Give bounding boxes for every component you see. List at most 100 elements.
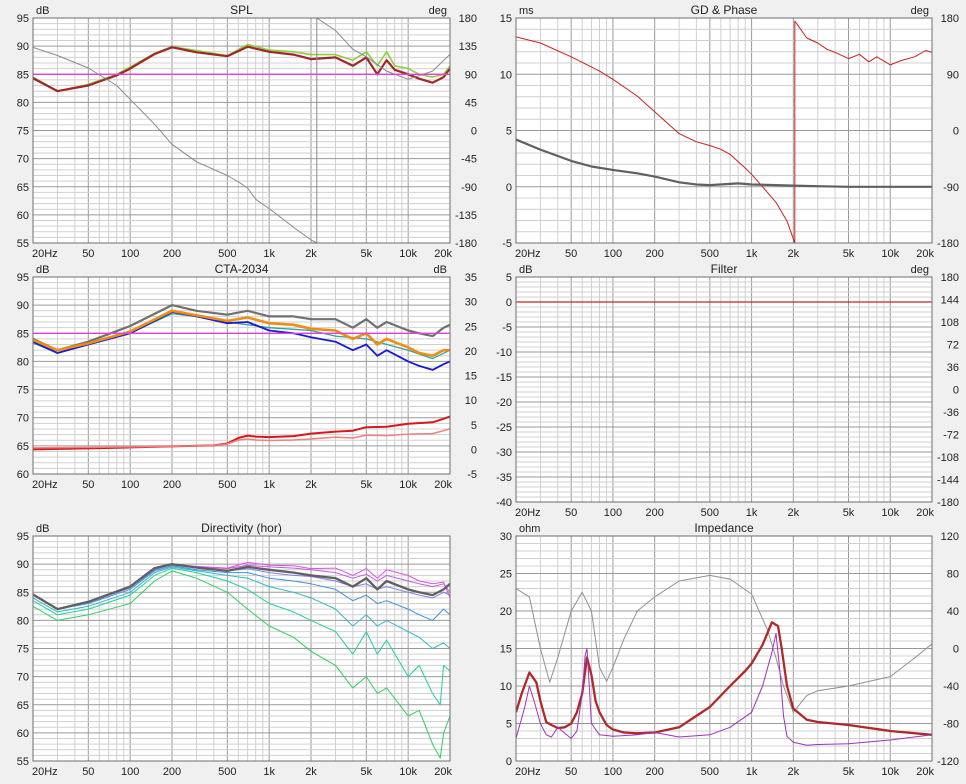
series-imp-phase-gray — [516, 574, 932, 713]
x-tick-label: 2k — [305, 766, 317, 778]
x-tick-label: 2k — [788, 248, 800, 260]
right-tick-label: 0 — [953, 644, 959, 656]
series-dir-30deg — [33, 564, 450, 610]
left-unit-label: dB — [36, 523, 49, 535]
right-tick-label: -45 — [461, 154, 477, 166]
left-tick-label: -5 — [502, 322, 512, 334]
x-tick-label: 20Hz — [515, 507, 541, 519]
right-tick-label: 108 — [941, 317, 959, 329]
right-tick-label: 35 — [465, 272, 477, 284]
y-grid — [33, 276, 450, 475]
plot-area — [33, 277, 450, 474]
right-unit-label: dB — [434, 264, 447, 276]
plot-frame — [515, 276, 933, 503]
x-tick-label: 200 — [645, 507, 663, 519]
right-tick-label: 180 — [941, 272, 959, 284]
left-tick-label: 25 — [500, 569, 512, 581]
series-group — [516, 20, 932, 243]
right-tick-label: 15 — [465, 371, 477, 383]
x-tick-label: 5k — [843, 507, 855, 519]
x-tick-label: 500 — [701, 248, 719, 260]
right-tick-label: 40 — [947, 606, 959, 618]
right-tick-label: 30 — [465, 297, 477, 309]
x-tick-label: 500 — [218, 766, 236, 778]
x-tick-label: 5k — [843, 248, 855, 260]
chart-title: SPL — [230, 3, 253, 17]
chart-dir: Directivity (hor) dB 95 90 85 80 75 70 65 60 5520H… — [17, 521, 453, 778]
right-tick-label: -180 — [937, 497, 959, 509]
plot-area — [516, 277, 932, 502]
left-tick-label: 0 — [506, 182, 512, 194]
left-tick-label: 0 — [506, 297, 512, 309]
left-unit-label: dB — [36, 264, 49, 276]
left-tick-label: 95 — [17, 272, 29, 284]
chart-title: Directivity (hor) — [201, 521, 282, 535]
x-grid — [32, 277, 451, 474]
right-tick-label: -40 — [943, 681, 959, 693]
x-tick-label: 100 — [121, 479, 139, 491]
x-tick-label: 100 — [121, 248, 139, 260]
left-tick-label: -25 — [496, 422, 512, 434]
left-tick-label: -15 — [496, 372, 512, 384]
right-tick-label: -108 — [937, 452, 959, 464]
series-imp-purple — [516, 633, 932, 746]
x-tick-label: 50 — [82, 766, 94, 778]
left-tick-label: 70 — [17, 672, 29, 684]
plot-frame — [515, 535, 933, 762]
x-tick-label: 100 — [604, 507, 622, 519]
right-tick-label: -135 — [455, 210, 477, 222]
x-tick-label: 50 — [82, 248, 94, 260]
left-tick-label: 80 — [17, 356, 29, 368]
right-tick-label: 45 — [465, 97, 477, 109]
left-tick-label: 65 — [17, 182, 29, 194]
series-group-delay — [516, 138, 932, 188]
left-tick-label: 5 — [506, 719, 512, 731]
x-tick-label: 500 — [701, 507, 719, 519]
x-tick-label: 500 — [218, 248, 236, 260]
x-tick-label: 20Hz — [32, 766, 58, 778]
left-tick-label: 65 — [17, 700, 29, 712]
left-tick-label: -35 — [496, 472, 512, 484]
left-tick-label: 5 — [506, 272, 512, 284]
x-tick-label: 1k — [746, 766, 758, 778]
series-dir-45deg — [33, 565, 450, 621]
series-group — [33, 18, 450, 243]
right-unit-label: deg — [911, 5, 929, 17]
chart-cta: CTA-2034 dB dB 95 90 85 80 75 70 65 60 35 30 25 20 15 10… — [17, 262, 477, 491]
left-tick-label: 55 — [17, 238, 29, 250]
plot-frame — [515, 17, 933, 244]
left-tick-label: 10 — [500, 69, 512, 81]
right-tick-label: 0 — [953, 126, 959, 138]
x-tick-label: 20Hz — [515, 248, 541, 260]
x-tick-label: 10k — [881, 507, 899, 519]
right-tick-label: 25 — [465, 321, 477, 333]
x-tick-label: 2k — [305, 248, 317, 260]
x-tick-label: 1k — [746, 248, 758, 260]
left-unit-label: dB — [519, 264, 532, 276]
series-group — [33, 304, 450, 451]
plot-frame — [32, 17, 451, 244]
right-tick-label: 180 — [941, 13, 959, 25]
x-tick-label: 20k — [434, 479, 452, 491]
x-tick-label: 50 — [82, 479, 94, 491]
x-tick-label: 100 — [121, 766, 139, 778]
x-tick-label: 20k — [434, 248, 452, 260]
x-tick-label: 1k — [263, 766, 275, 778]
x-tick-label: 20k — [916, 766, 934, 778]
right-tick-label: -90 — [461, 182, 477, 194]
chart-title: GD & Phase — [691, 3, 758, 17]
left-tick-label: 5 — [506, 126, 512, 138]
left-tick-label: 20 — [500, 606, 512, 618]
right-tick-label: 0 — [953, 385, 959, 397]
x-tick-label: 20k — [434, 766, 452, 778]
plot-frame — [32, 535, 451, 762]
series-dir-listening-window — [33, 562, 450, 611]
x-tick-label: 200 — [645, 248, 663, 260]
right-tick-label: 90 — [947, 69, 959, 81]
x-tick-label: 50 — [565, 507, 577, 519]
right-tick-label: 90 — [465, 69, 477, 81]
left-tick-label: 60 — [17, 728, 29, 740]
